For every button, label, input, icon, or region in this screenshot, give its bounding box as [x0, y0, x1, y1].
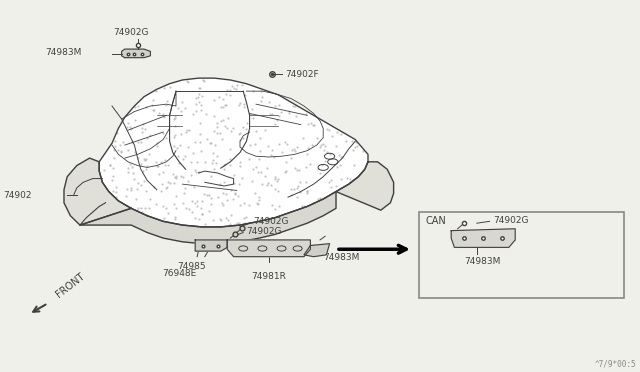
Polygon shape [195, 240, 227, 251]
Polygon shape [99, 78, 368, 227]
Text: 74981R: 74981R [252, 272, 286, 280]
Text: 74983M: 74983M [323, 253, 360, 262]
Polygon shape [80, 192, 336, 244]
Text: 74902G: 74902G [253, 217, 288, 226]
Polygon shape [122, 49, 150, 58]
Polygon shape [336, 162, 394, 210]
Text: CAN: CAN [426, 216, 446, 226]
Text: ^7/9*00:5: ^7/9*00:5 [595, 359, 637, 368]
Text: 74983M: 74983M [464, 257, 500, 266]
Polygon shape [64, 158, 131, 225]
Polygon shape [227, 240, 310, 257]
Text: 74902G: 74902G [113, 28, 149, 37]
Polygon shape [304, 244, 330, 257]
Text: 74902G: 74902G [246, 227, 282, 236]
Polygon shape [451, 229, 515, 247]
Text: 74902F: 74902F [285, 70, 319, 79]
Text: FRONT: FRONT [54, 271, 87, 299]
Text: 74985: 74985 [178, 262, 206, 271]
Text: 74902G: 74902G [493, 216, 528, 225]
Text: 76948E: 76948E [162, 269, 196, 278]
Bar [419, 212, 624, 298]
Text: 74983M: 74983M [45, 48, 81, 57]
Text: 74902: 74902 [3, 191, 32, 200]
